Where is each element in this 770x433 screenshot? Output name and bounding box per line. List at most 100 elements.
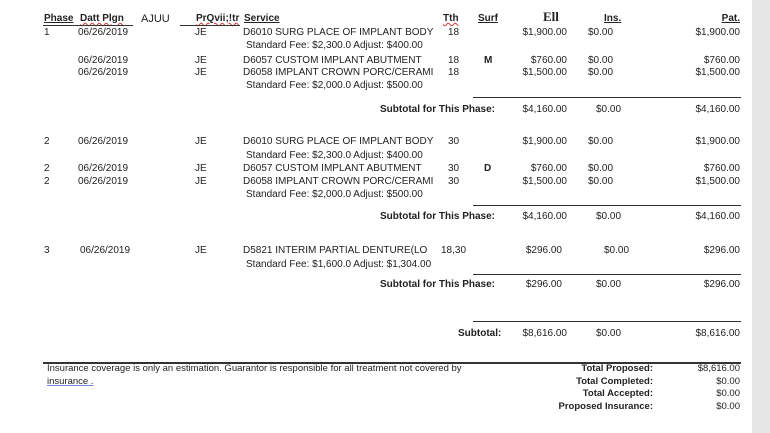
row-service: D6057 CUSTOM IMPLANT ABUTMENT: [243, 55, 422, 66]
scrollbar[interactable]: [752, 0, 770, 433]
row-pat: $1,500.00: [695, 176, 741, 187]
row-tooth: 18: [448, 27, 460, 38]
row-date: 06/26/2019: [78, 163, 129, 174]
phase-subtotal-fee: $4,160.00: [522, 211, 568, 222]
row-provider: JE: [195, 245, 207, 256]
row-provider: JE: [195, 27, 207, 38]
row-tooth: 18,30: [441, 245, 467, 256]
row-standard-fee-note: Standard Fee: $2,000.0 Adjust: $500.00: [246, 80, 423, 91]
row-date: 06/26/2019: [78, 67, 129, 78]
col-header-phase: Phase: [44, 13, 74, 24]
row-ins: $0.00: [588, 163, 614, 174]
row-fee: $1,900.00: [522, 136, 568, 147]
row-provider: JE: [195, 176, 207, 187]
row-fee: $1,500.00: [522, 67, 568, 78]
row-phase: 2: [44, 163, 50, 174]
total-value: $0.00: [716, 400, 740, 412]
row-pat: $1,900.00: [695, 136, 741, 147]
col-header-date: Datt Plgn: [80, 13, 124, 24]
row-fee: $1,500.00: [522, 176, 568, 187]
row-pat: $1,900.00: [695, 27, 741, 38]
row-tooth: 30: [448, 176, 460, 187]
phase-subtotal-pat: $296.00: [703, 279, 740, 290]
total-value: $0.00: [716, 388, 740, 399]
col-header-fee: Ell: [543, 9, 559, 24]
col-header-tooth: Tth: [443, 13, 459, 24]
row-service: D6010 SURG PLACE OF IMPLANT BODY: [243, 27, 434, 38]
col-header-patient: Pat.: [721, 13, 740, 24]
row-phase: 3: [44, 245, 50, 256]
phase-subtotal-ins: $0.00: [596, 279, 622, 290]
row-fee: $760.00: [530, 55, 567, 66]
col-header-service: Service: [244, 13, 280, 24]
header-rule: [43, 25, 133, 26]
row-ins: $0.00: [588, 176, 614, 187]
row-surface: M: [484, 55, 493, 66]
row-service: D6058 IMPLANT CROWN PORC/CERAMI: [243, 176, 434, 187]
row-phase: 1: [44, 27, 50, 38]
row-tooth: 30: [448, 163, 460, 174]
row-standard-fee-note: Standard Fee: $1,600.0 Adjust: $1,304.00: [246, 259, 432, 270]
row-fee: $1,900.00: [522, 27, 568, 38]
total-label: Proposed Insurance:: [558, 400, 654, 412]
row-tooth: 18: [448, 67, 460, 78]
col-header-surface: Surf: [478, 13, 498, 24]
row-ins: $0.00: [588, 27, 614, 38]
grand-subtotal-ins: $0.00: [596, 328, 622, 339]
footer-rule: [43, 362, 741, 364]
row-pat: $760.00: [703, 55, 740, 66]
phase-subtotal-pat: $4,160.00: [695, 211, 741, 222]
row-provider: JE: [195, 163, 207, 174]
row-fee: $296.00: [525, 245, 562, 256]
row-ins: $0.00: [588, 67, 614, 78]
row-ins: $0.00: [588, 136, 614, 147]
total-value: $8,616.00: [697, 363, 740, 374]
row-tooth: 30: [448, 136, 460, 147]
row-pat: $1,500.00: [695, 67, 741, 78]
phase-subtotal-ins: $0.00: [596, 104, 622, 115]
row-surface: D: [484, 163, 492, 174]
row-provider: JE: [195, 136, 207, 147]
phase-subtotal-label: Subtotal for This Phase:: [380, 211, 496, 222]
phase-subtotal-label: Subtotal for This Phase:: [380, 279, 496, 290]
row-service: D6058 IMPLANT CROWN PORC/CERAMI: [243, 67, 434, 78]
col-header-insurance: Ins.: [604, 13, 622, 24]
row-provider: JE: [195, 55, 207, 66]
phase-subtotal-fee: $4,160.00: [522, 104, 568, 115]
total-value: $0.00: [716, 375, 740, 387]
total-label: Total Proposed:: [581, 363, 653, 374]
row-service: D6010 SURG PLACE OF IMPLANT BODY: [243, 136, 434, 147]
total-label: Total Accepted:: [582, 388, 653, 399]
row-phase: 2: [44, 136, 50, 147]
row-date: 06/26/2019: [78, 176, 129, 187]
row-date: 06/26/2019: [78, 27, 129, 38]
row-service: D5821 INTERIM PARTIAL DENTURE(LO: [243, 245, 428, 256]
row-standard-fee-note: Standard Fee: $2,000.0 Adjust: $500.00: [246, 189, 423, 200]
row-standard-fee-note: Standard Fee: $2,300.0 Adjust: $400.00: [246, 150, 423, 161]
subtotal-rule: [473, 97, 741, 98]
col-header-extra: AJUU: [141, 13, 170, 25]
grand-subtotal-fee: $8,616.00: [522, 328, 568, 339]
row-service: D6057 CUSTOM IMPLANT ABUTMENT: [243, 163, 422, 174]
disclaimer-line-2: insurance .: [47, 376, 94, 387]
phase-subtotal-fee: $296.00: [525, 279, 562, 290]
row-date: 06/26/2019: [78, 55, 129, 66]
grand-subtotal-label: Subtotal:: [458, 328, 502, 339]
row-standard-fee-note: Standard Fee: $2,300.0 Adjust: $400.00: [246, 40, 423, 51]
phase-subtotal-ins: $0.00: [596, 211, 622, 222]
subtotal-rule: [473, 205, 741, 206]
subtotal-rule: [473, 274, 741, 275]
col-header-provider: PrQvii;!tr: [196, 13, 240, 24]
row-tooth: 18: [448, 55, 460, 66]
phase-subtotal-pat: $4,160.00: [695, 104, 741, 115]
grand-subtotal-pat: $8,616.00: [695, 328, 741, 339]
row-date: 06/26/2019: [80, 245, 131, 256]
total-label: Total Completed:: [576, 375, 653, 387]
disclaimer-line-1: Insurance coverage is only an estimation…: [47, 363, 462, 374]
header-rule: [180, 25, 240, 26]
row-pat: $760.00: [703, 163, 740, 174]
row-date: 06/26/2019: [78, 136, 129, 147]
row-ins: $0.00: [604, 245, 630, 256]
grand-subtotal-rule: [473, 321, 741, 322]
phase-subtotal-label: Subtotal for This Phase:: [380, 104, 496, 115]
